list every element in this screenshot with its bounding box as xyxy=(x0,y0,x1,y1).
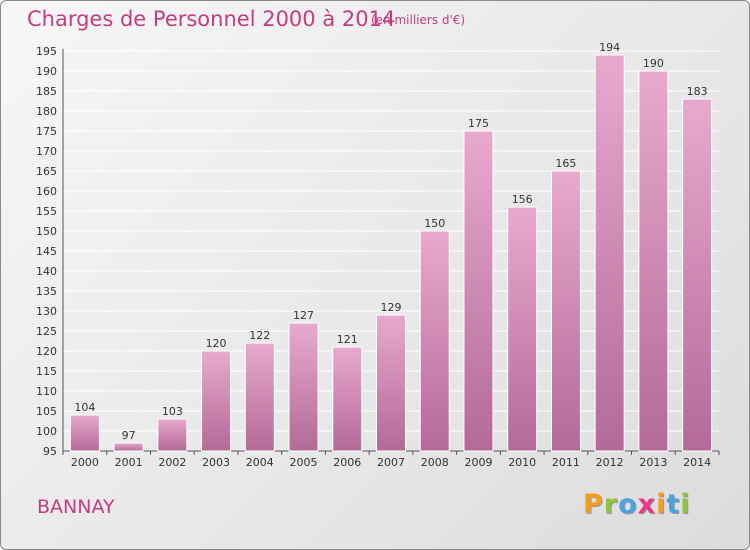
y-tick-label: 110 xyxy=(36,385,57,398)
bar xyxy=(288,322,319,452)
data-label: 175 xyxy=(468,117,489,130)
bar xyxy=(157,418,188,452)
bar xyxy=(69,414,100,452)
bar xyxy=(113,442,144,452)
bar xyxy=(463,130,494,452)
y-tick-label: 120 xyxy=(36,345,57,358)
logo-letter: r xyxy=(603,489,619,520)
data-label: 190 xyxy=(643,57,664,70)
logo-letter: t xyxy=(666,489,681,520)
logo-letter: o xyxy=(618,489,638,520)
logo-letter: P xyxy=(583,489,604,520)
bar xyxy=(201,350,232,452)
x-tick-label: 2011 xyxy=(552,456,580,469)
data-label: 97 xyxy=(122,429,136,442)
x-tick-label: 2005 xyxy=(290,456,318,469)
data-label: 150 xyxy=(424,217,445,230)
bar xyxy=(594,54,625,452)
x-tick-label: 2004 xyxy=(246,456,274,469)
bar xyxy=(638,70,669,452)
y-tick-label: 140 xyxy=(36,265,57,278)
y-tick-label: 135 xyxy=(36,285,57,298)
bar xyxy=(682,98,713,452)
place-label: BANNAY xyxy=(37,496,115,518)
x-tick-label: 2003 xyxy=(202,456,230,469)
bar xyxy=(419,230,450,452)
x-tick-label: 2009 xyxy=(464,456,492,469)
logo-letter: i xyxy=(680,489,691,520)
data-label: 194 xyxy=(599,41,620,54)
bar xyxy=(332,346,363,452)
y-tick-label: 125 xyxy=(36,325,57,338)
x-tick-label: 2000 xyxy=(71,456,99,469)
y-tick-label: 165 xyxy=(36,165,57,178)
x-tick-label: 2006 xyxy=(333,456,361,469)
y-tick-label: 190 xyxy=(36,65,57,78)
y-tick-label: 160 xyxy=(36,185,57,198)
data-label: 183 xyxy=(687,85,708,98)
y-tick-label: 155 xyxy=(36,205,57,218)
y-tick-label: 180 xyxy=(36,105,57,118)
y-tick-label: 195 xyxy=(36,45,57,58)
data-label: 165 xyxy=(555,157,576,170)
data-label: 129 xyxy=(381,301,402,314)
logo-letter: i xyxy=(656,489,667,520)
proxiti-logo: Proxiti xyxy=(583,489,691,520)
y-tick-label: 170 xyxy=(36,145,57,158)
data-label: 156 xyxy=(512,193,533,206)
y-tick-label: 150 xyxy=(36,225,57,238)
x-tick-label: 2010 xyxy=(508,456,536,469)
data-label: 103 xyxy=(162,405,183,418)
x-tick-label: 2001 xyxy=(115,456,143,469)
y-tick-label: 95 xyxy=(43,445,57,458)
chart-title: Charges de Personnel 2000 à 2014 xyxy=(27,7,396,31)
data-label: 104 xyxy=(74,401,95,414)
x-tick-label: 2002 xyxy=(158,456,186,469)
data-label: 121 xyxy=(337,333,358,346)
y-tick-label: 185 xyxy=(36,85,57,98)
y-tick-label: 115 xyxy=(36,365,57,378)
x-tick-label: 2007 xyxy=(377,456,405,469)
data-label: 122 xyxy=(249,329,270,342)
x-tick-label: 2013 xyxy=(639,456,667,469)
data-label: 127 xyxy=(293,309,314,322)
x-tick-label: 2014 xyxy=(683,456,711,469)
y-tick-label: 175 xyxy=(36,125,57,138)
bar xyxy=(376,314,406,452)
bar xyxy=(244,342,275,452)
logo-letter: x xyxy=(637,489,657,520)
y-tick-label: 145 xyxy=(36,245,57,258)
y-tick-label: 105 xyxy=(36,405,57,418)
data-label: 120 xyxy=(206,337,227,350)
bar xyxy=(550,170,581,452)
x-tick-label: 2012 xyxy=(596,456,624,469)
y-tick-label: 100 xyxy=(36,425,57,438)
bar xyxy=(507,206,538,452)
x-tick-label: 2008 xyxy=(421,456,449,469)
chart-subtitle: (en milliers d'€) xyxy=(371,13,466,27)
y-tick-label: 130 xyxy=(36,305,57,318)
